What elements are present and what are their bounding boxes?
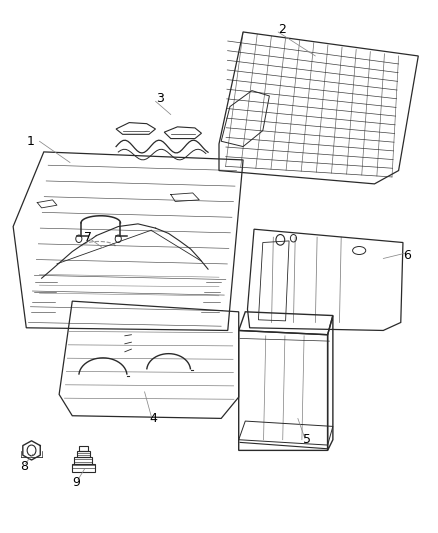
Text: 5: 5: [303, 433, 311, 446]
Text: 3: 3: [156, 92, 164, 105]
Text: 9: 9: [73, 476, 81, 489]
Text: 2: 2: [279, 23, 286, 36]
Text: 7: 7: [84, 231, 92, 244]
Text: 8: 8: [20, 460, 28, 473]
Bar: [72, 464, 95, 472]
Bar: [74, 457, 92, 464]
Text: 1: 1: [27, 135, 35, 148]
Text: 6: 6: [403, 249, 411, 262]
Bar: [77, 451, 90, 457]
Polygon shape: [221, 91, 269, 147]
Bar: [79, 446, 88, 451]
Text: 4: 4: [149, 412, 157, 425]
